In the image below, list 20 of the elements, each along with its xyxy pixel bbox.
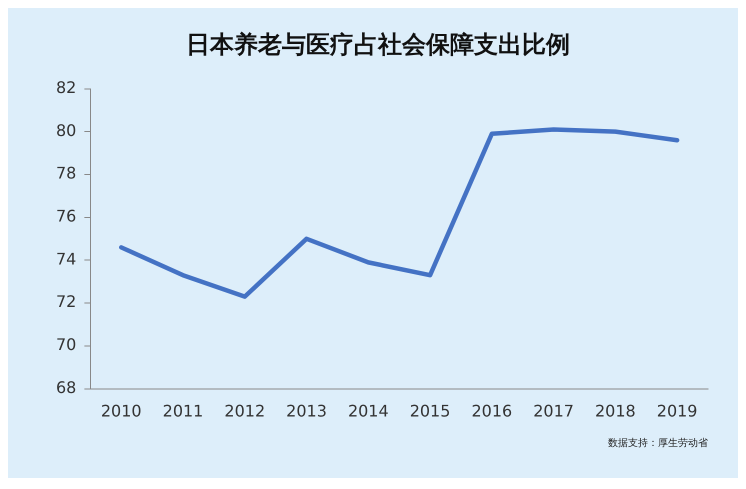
x-tick-label: 2011 bbox=[162, 402, 204, 421]
y-tick-label: 68 bbox=[56, 378, 76, 397]
x-tick-label: 2019 bbox=[656, 402, 698, 421]
text: 数据支持：厚生劳动省 bbox=[608, 436, 708, 450]
x-tick-label: 2012 bbox=[224, 402, 266, 421]
y-tick-label: 82 bbox=[56, 78, 76, 97]
x-tick-label: 2016 bbox=[471, 402, 512, 421]
y-tick-label: 80 bbox=[56, 120, 76, 140]
x-tick-label: 2013 bbox=[286, 402, 327, 421]
y-tick-label: 70 bbox=[56, 335, 76, 354]
x-tick-label: 2014 bbox=[348, 402, 389, 421]
y-tick-label: 76 bbox=[56, 206, 76, 226]
x-tick-label: 2010 bbox=[100, 402, 142, 421]
x-tick-label: 2015 bbox=[410, 402, 450, 421]
x-tick-label: 2017 bbox=[533, 402, 574, 421]
x-tick-label: 2018 bbox=[594, 402, 636, 421]
y-tick-label: 74 bbox=[56, 249, 76, 268]
chart-title: 日本养老与医疗占社会保障支出比例 bbox=[186, 30, 570, 59]
y-tick-label: 72 bbox=[56, 292, 76, 312]
y-tick-label: 78 bbox=[56, 164, 76, 183]
